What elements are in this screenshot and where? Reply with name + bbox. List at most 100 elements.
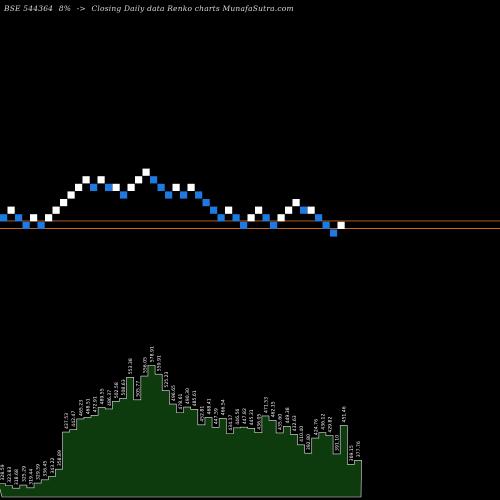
volume-label: 496.65 [171, 385, 177, 401]
volume-label: 323.83 [7, 467, 13, 483]
renko-brick-down [15, 214, 23, 222]
volume-label: 490.30 [185, 388, 191, 404]
volume-label: 343.22 [50, 457, 56, 473]
volume-label: 553.38 [128, 358, 134, 374]
renko-brick-up [292, 199, 300, 207]
renko-brick-up [307, 206, 315, 214]
volume-label: 462.15 [271, 401, 277, 417]
renko-brick-up [82, 176, 90, 184]
change-label: 8% [58, 4, 72, 13]
chart-title: BSE 544364 8% -> Closing Daily data Renk… [4, 4, 297, 13]
renko-brick-down [322, 221, 330, 229]
volume-label: 468.41 [206, 398, 212, 414]
renko-brick-up [172, 183, 180, 191]
volume-label: 468.51 [85, 398, 91, 414]
renko-brick-up [7, 206, 15, 214]
renko-brick-down [240, 221, 248, 229]
renko-brick-up [135, 176, 143, 184]
volume-label: 369.15 [349, 445, 355, 461]
renko-brick-down [330, 229, 338, 237]
volume-label: 451.46 [342, 406, 348, 422]
volume-label: 466.54 [221, 399, 227, 415]
volume-label: 578.91 [150, 346, 156, 362]
reference-lines [0, 220, 500, 229]
volume-label: 328.59 [0, 464, 6, 480]
volume-label: 410.40 [299, 426, 305, 442]
renko-brick-down [210, 206, 218, 214]
volume-label: 392.80 [306, 434, 312, 450]
renko-brick-down [90, 183, 98, 191]
volume-label: 432.63 [292, 415, 298, 431]
renko-brick-up [127, 183, 135, 191]
renko-brick-down [217, 214, 225, 222]
renko-brick-up [75, 183, 83, 191]
renko-brick-down [180, 191, 188, 199]
volume-label: 377.76 [356, 441, 362, 457]
renko-brick-down [37, 221, 45, 229]
volume-labels: 328.59 323.83 318.68 325.29 319.44 329.59 336.… [0, 346, 362, 485]
volume-label: 318.68 [14, 469, 20, 485]
symbol-label: BSE 544364 [4, 4, 54, 13]
renko-brick-up [52, 206, 60, 214]
volume-label: 424.76 [313, 419, 319, 435]
volume-label: 525.23 [164, 371, 170, 387]
volume-label: 489.55 [100, 388, 106, 404]
volume-label: 452.81 [199, 406, 205, 422]
volume-label: 447.82 [242, 408, 248, 424]
renko-brick-up [30, 214, 38, 222]
renko-brick-up [60, 199, 68, 207]
volume-label: 437.53 [64, 413, 70, 429]
volume-label: 429.82 [328, 417, 334, 433]
arrow-label: -> [76, 4, 86, 13]
volume-label: 445.31 [249, 409, 255, 425]
description-label: Closing Daily data Renko charts MunafaSu… [91, 4, 294, 13]
volume-label: 336.45 [43, 461, 49, 477]
renko-brick-down [202, 199, 210, 207]
renko-brick-down [262, 214, 270, 222]
renko-brick-down [0, 214, 8, 222]
volume-label: 502.58 [114, 382, 120, 398]
volume-label: 465.23 [78, 400, 84, 416]
volume-label: 505.77 [135, 381, 141, 397]
renko-brick-down [22, 221, 30, 229]
renko-brick-down [300, 206, 308, 214]
volume-label: 325.29 [21, 466, 27, 482]
renko-brick-down [165, 191, 173, 199]
renko-brick-up [247, 214, 255, 222]
renko-brick-down [150, 176, 158, 184]
renko-brick-up [187, 183, 195, 191]
volume-label: 471.53 [263, 397, 269, 413]
volume-label: 442.47 [71, 411, 77, 427]
volume-label: 436.12 [320, 414, 326, 430]
renko-brick-up [97, 176, 105, 184]
renko-brick-up [255, 206, 263, 214]
volume-label: 559.91 [157, 355, 163, 371]
renko-brick-up [112, 183, 120, 191]
volume-label: 434.17 [228, 414, 234, 430]
volume-label: 449.38 [285, 407, 291, 423]
renko-brick-down [315, 214, 323, 222]
renko-brick-up [285, 206, 293, 214]
renko-brick-up [225, 206, 233, 214]
renko-brick-down [270, 221, 278, 229]
volume-label: 358.89 [57, 450, 63, 466]
volume-label: 447.59 [214, 408, 220, 424]
renko-brick-down [195, 191, 203, 199]
volume-label: 556.05 [142, 357, 148, 373]
volume-label: 435.60 [278, 414, 284, 430]
renko-brick-up [67, 191, 75, 199]
renko-brick-up [277, 214, 285, 222]
volume-label: 472.91 [93, 396, 99, 412]
renko-bricks [0, 168, 345, 237]
renko-brick-down [157, 183, 165, 191]
volume-label: 329.59 [36, 464, 42, 480]
volume-area-shape [0, 364, 362, 498]
renko-brick-up [142, 168, 150, 176]
volume-label: 319.44 [28, 469, 34, 485]
volume-label: 486.37 [107, 390, 113, 406]
renko-brick-up [45, 214, 53, 222]
renko-brick-down [232, 214, 240, 222]
volume-label: 508.63 [121, 379, 127, 395]
volume-label: 485.61 [192, 390, 198, 406]
